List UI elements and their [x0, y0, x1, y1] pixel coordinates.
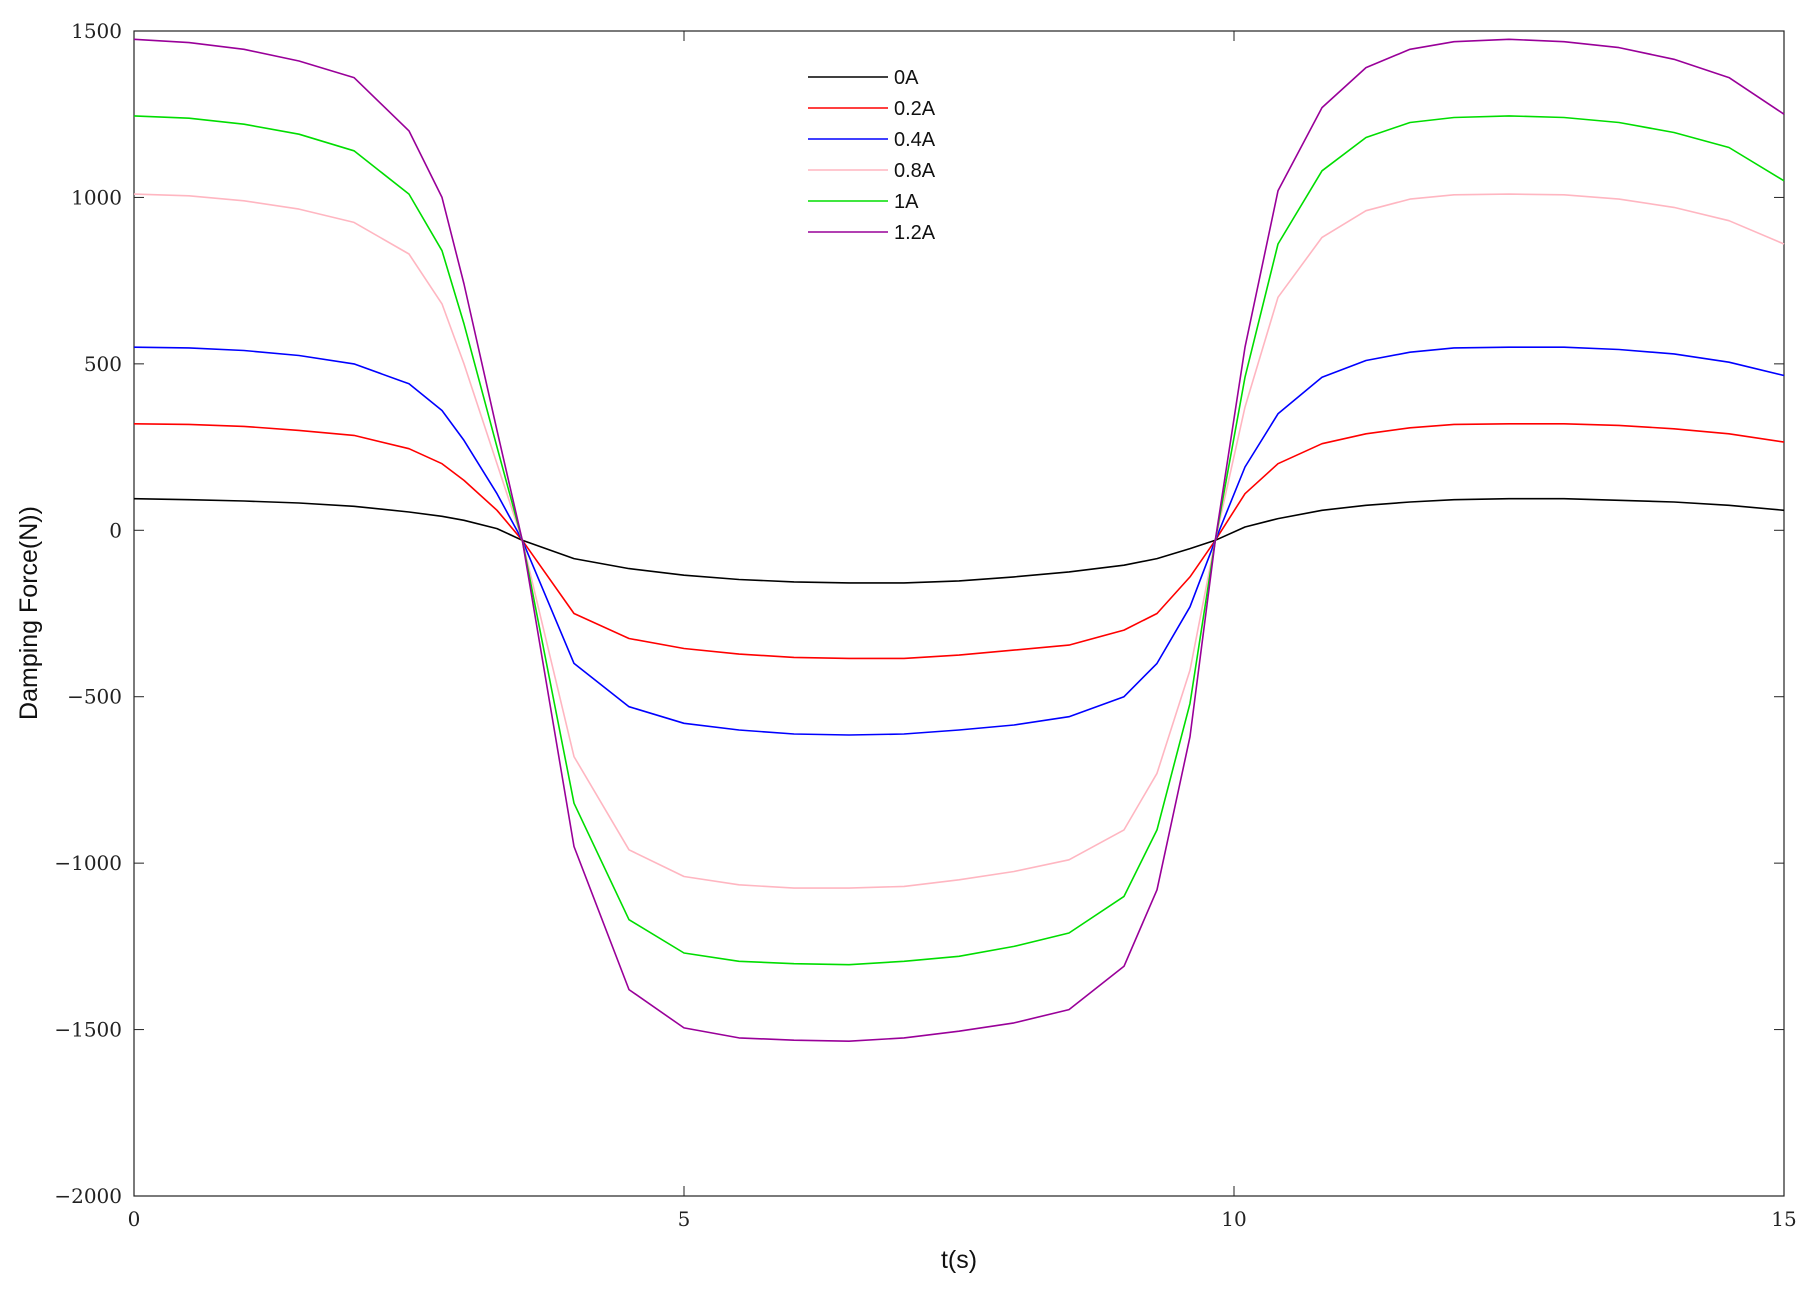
x-axis-title: t(s) — [941, 1246, 977, 1274]
series-line-1-2A — [133, 38, 1785, 1042]
legend-label: 0A — [894, 67, 919, 89]
x-tick-label: 15 — [1771, 1207, 1796, 1231]
series-line-0-4A — [133, 346, 1785, 736]
y-tick-label: 1000 — [71, 185, 122, 209]
series-line-0-2A — [133, 422, 1785, 660]
y-tick-label: 1500 — [71, 19, 122, 43]
legend-label: 0.4A — [894, 129, 936, 151]
legend: 0A 0.2A 0.4A 0.8A 1A 1.2A — [808, 67, 936, 244]
series-line-0-8A — [133, 193, 1785, 889]
y-tick-label: 500 — [84, 352, 122, 376]
x-tick-label: 5 — [678, 1207, 691, 1231]
x-tick-label: 10 — [1221, 1207, 1246, 1231]
x-tick-label: 0 — [128, 1207, 141, 1231]
legend-label: 0.2A — [894, 98, 936, 120]
legend-label: 1A — [894, 191, 919, 213]
plot-frame — [133, 30, 1785, 1197]
series-line-0A — [133, 497, 1785, 584]
series-line-1A — [133, 115, 1785, 966]
y-tick-label: −2000 — [54, 1184, 122, 1208]
axis-ticks: 0 5 10 15 −2000 −1500 −1000 −500 0 500 1000 1500 — [54, 19, 1796, 1231]
y-tick-label: 0 — [109, 518, 122, 542]
y-tick-label: −500 — [67, 685, 122, 709]
legend-label: 0.8A — [894, 160, 936, 182]
series-lines — [133, 38, 1785, 1042]
y-tick-label: −1500 — [54, 1018, 122, 1042]
y-axis-title: Damping Force(N)) — [15, 506, 43, 720]
legend-label: 1.2A — [894, 222, 936, 244]
y-tick-label: −1000 — [54, 851, 122, 875]
